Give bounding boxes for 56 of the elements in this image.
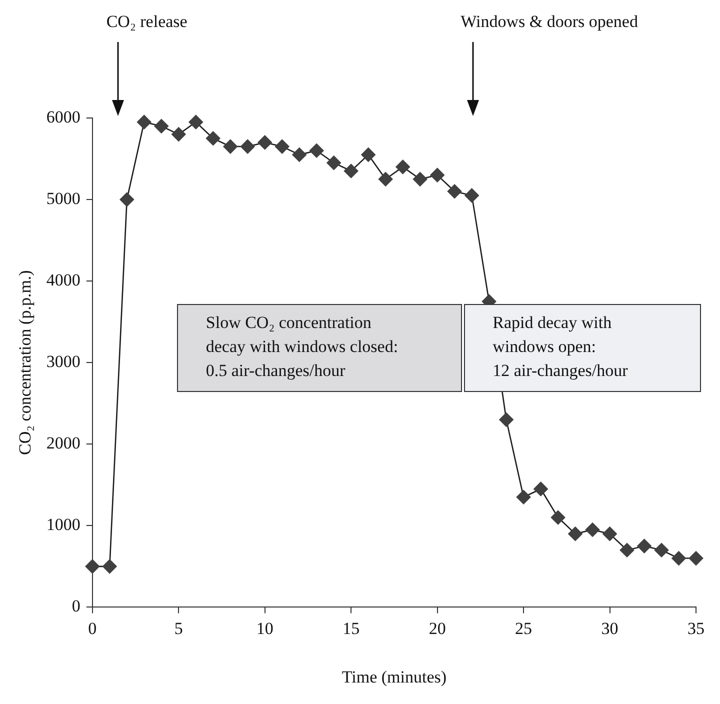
y-tick-label: 6000 xyxy=(46,107,80,126)
note-box: Rapid decay with windows open: 12 air-changes/hour xyxy=(464,304,701,392)
y-tick-label: 4000 xyxy=(46,270,80,290)
y-tick-label: 1000 xyxy=(46,515,80,534)
point xyxy=(171,127,186,142)
point xyxy=(309,143,324,158)
point xyxy=(516,490,531,504)
point xyxy=(206,131,220,146)
text: CO₂ release xyxy=(106,12,188,32)
x-tick-label: 35 xyxy=(688,618,704,638)
point xyxy=(136,114,152,130)
y-tick-label: 3000 xyxy=(46,352,80,372)
x-tick-label: 10 xyxy=(256,618,274,638)
point xyxy=(344,164,358,178)
point xyxy=(396,160,410,174)
point xyxy=(585,522,600,537)
point xyxy=(326,156,341,170)
point xyxy=(240,139,255,154)
note-box: Slow CO₂ concentration decay with windows closed: 0.5 air-changes/hour xyxy=(176,304,462,392)
point xyxy=(154,119,169,134)
x-tick-label: 15 xyxy=(342,618,360,638)
y-tick-label: 5000 xyxy=(46,189,80,208)
y-tick-label: 2000 xyxy=(46,434,80,453)
point xyxy=(223,139,238,154)
x-tick-label: 5 xyxy=(174,618,183,638)
y-axis-title: CO₂ concentration (p.p.m.) xyxy=(16,270,35,456)
point xyxy=(102,559,117,574)
point xyxy=(378,172,393,186)
x-axis-title: Time (minutes) xyxy=(342,667,447,686)
text: Windows & doors opened xyxy=(460,12,638,32)
x-tick-label: 25 xyxy=(515,618,532,638)
x-tick-label: 30 xyxy=(601,618,618,638)
point xyxy=(534,482,548,496)
point xyxy=(292,148,306,162)
point xyxy=(447,184,462,199)
point xyxy=(637,538,652,554)
point xyxy=(85,559,100,574)
point xyxy=(602,526,617,541)
point xyxy=(568,526,582,541)
point xyxy=(258,135,272,150)
point xyxy=(361,148,376,162)
point xyxy=(274,139,290,154)
point xyxy=(464,188,479,203)
point xyxy=(654,542,669,558)
y-tick-label: 0 xyxy=(72,596,80,616)
point xyxy=(188,114,204,130)
point xyxy=(120,192,134,207)
point xyxy=(412,172,428,186)
x-tick-label: 20 xyxy=(428,618,446,638)
point xyxy=(688,551,704,566)
point xyxy=(499,412,514,427)
point xyxy=(672,551,686,566)
point xyxy=(620,542,634,558)
x-tick-label: 0 xyxy=(88,618,97,638)
point xyxy=(430,168,444,182)
point xyxy=(550,510,566,525)
